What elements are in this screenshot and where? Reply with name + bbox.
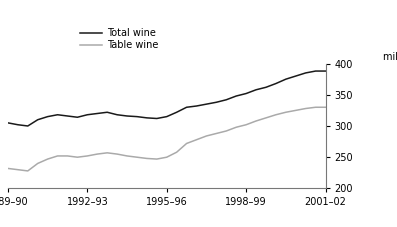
Table wine: [264, 116, 268, 119]
Total wine: [125, 115, 129, 117]
Line: Table wine: Table wine: [8, 107, 326, 171]
Total wine: [45, 115, 50, 118]
Table wine: [95, 153, 100, 155]
Table wine: [184, 142, 189, 145]
Table wine: [75, 156, 80, 158]
Table wine: [45, 158, 50, 160]
Total wine: [234, 95, 239, 97]
Total wine: [105, 111, 110, 114]
Total wine: [214, 101, 219, 104]
Table wine: [145, 157, 149, 160]
Total wine: [174, 111, 179, 114]
Table wine: [323, 106, 328, 109]
Y-axis label: million L: million L: [383, 52, 397, 62]
Legend: Total wine, Table wine: Total wine, Table wine: [80, 28, 158, 50]
Table wine: [6, 167, 10, 170]
Table wine: [194, 138, 199, 141]
Table wine: [274, 114, 278, 116]
Table wine: [313, 106, 318, 109]
Table wine: [204, 135, 209, 137]
Total wine: [154, 117, 159, 120]
Total wine: [204, 103, 209, 106]
Table wine: [303, 107, 308, 110]
Total wine: [274, 82, 278, 85]
Total wine: [224, 99, 229, 101]
Table wine: [283, 111, 288, 114]
Table wine: [164, 156, 169, 158]
Total wine: [303, 72, 308, 74]
Total wine: [75, 116, 80, 118]
Table wine: [105, 151, 110, 154]
Total wine: [283, 78, 288, 81]
Table wine: [65, 155, 70, 157]
Total wine: [293, 75, 298, 77]
Total wine: [254, 88, 258, 91]
Table wine: [35, 162, 40, 165]
Table wine: [174, 151, 179, 153]
Total wine: [184, 106, 189, 109]
Table wine: [115, 153, 119, 155]
Total wine: [194, 105, 199, 107]
Total wine: [95, 112, 100, 115]
Table wine: [125, 155, 129, 157]
Total wine: [85, 114, 90, 116]
Table wine: [293, 109, 298, 112]
Total wine: [6, 121, 10, 124]
Total wine: [65, 115, 70, 117]
Total wine: [135, 115, 139, 118]
Table wine: [15, 168, 20, 171]
Table wine: [254, 120, 258, 122]
Table wine: [135, 156, 139, 158]
Total wine: [164, 115, 169, 118]
Table wine: [25, 170, 30, 172]
Table wine: [55, 155, 60, 157]
Total wine: [55, 114, 60, 116]
Table wine: [244, 123, 249, 126]
Line: Total wine: Total wine: [8, 71, 326, 126]
Total wine: [115, 114, 119, 116]
Total wine: [25, 125, 30, 127]
Total wine: [35, 118, 40, 121]
Total wine: [323, 70, 328, 72]
Total wine: [264, 86, 268, 89]
Total wine: [244, 92, 249, 95]
Table wine: [234, 126, 239, 128]
Total wine: [15, 123, 20, 126]
Total wine: [313, 70, 318, 72]
Table wine: [224, 130, 229, 132]
Total wine: [145, 116, 149, 119]
Table wine: [85, 155, 90, 157]
Table wine: [154, 158, 159, 160]
Table wine: [214, 132, 219, 135]
